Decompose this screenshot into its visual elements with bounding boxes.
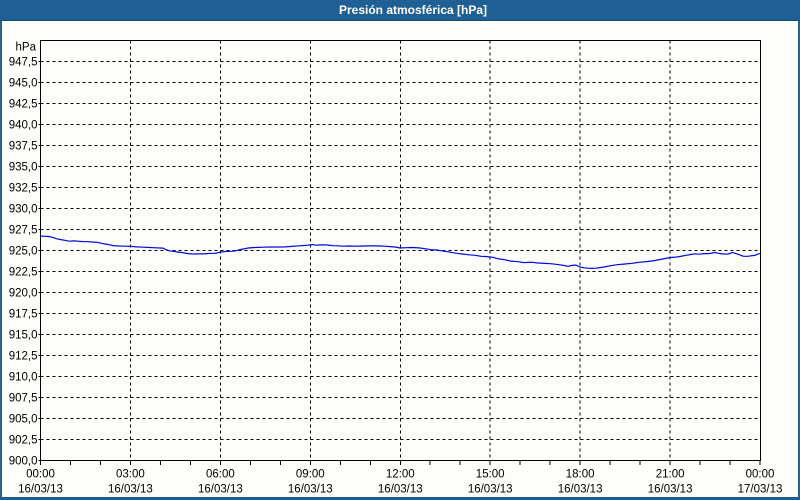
svg-text:03:00: 03:00 (116, 469, 145, 481)
svg-text:935,0: 935,0 (9, 162, 38, 174)
svg-text:937,5: 937,5 (9, 141, 38, 153)
svg-text:920,0: 920,0 (9, 288, 38, 300)
svg-text:16/03/13: 16/03/13 (558, 484, 603, 496)
svg-text:16/03/13: 16/03/13 (648, 484, 693, 496)
svg-text:927,5: 927,5 (9, 225, 38, 237)
svg-text:00:00: 00:00 (26, 469, 55, 481)
svg-text:06:00: 06:00 (206, 469, 235, 481)
svg-text:18:00: 18:00 (566, 469, 595, 481)
svg-text:902,5: 902,5 (9, 435, 38, 447)
svg-text:16/03/13: 16/03/13 (468, 484, 513, 496)
svg-text:942,5: 942,5 (9, 99, 38, 111)
svg-text:00:00: 00:00 (746, 469, 775, 481)
svg-text:947,5: 947,5 (9, 57, 38, 69)
svg-text:15:00: 15:00 (476, 469, 505, 481)
svg-text:16/03/13: 16/03/13 (198, 484, 243, 496)
svg-text:922,5: 922,5 (9, 267, 38, 279)
svg-text:932,5: 932,5 (9, 183, 38, 195)
svg-text:930,0: 930,0 (9, 204, 38, 216)
svg-text:09:00: 09:00 (296, 469, 325, 481)
svg-text:16/03/13: 16/03/13 (288, 484, 333, 496)
svg-text:907,5: 907,5 (9, 393, 38, 405)
svg-text:16/03/13: 16/03/13 (108, 484, 153, 496)
svg-text:16/03/13: 16/03/13 (378, 484, 423, 496)
svg-text:905,0: 905,0 (9, 414, 38, 426)
svg-text:912,5: 912,5 (9, 351, 38, 363)
svg-text:16/03/13: 16/03/13 (18, 484, 63, 496)
svg-text:940,0: 940,0 (9, 120, 38, 132)
svg-text:21:00: 21:00 (656, 469, 685, 481)
svg-text:12:00: 12:00 (386, 469, 415, 481)
svg-text:917,5: 917,5 (9, 309, 38, 321)
svg-text:900,0: 900,0 (9, 456, 38, 468)
svg-text:hPa: hPa (16, 42, 37, 54)
svg-text:910,0: 910,0 (9, 372, 38, 384)
svg-text:17/03/13: 17/03/13 (738, 484, 783, 496)
svg-text:945,0: 945,0 (9, 78, 38, 90)
svg-text:925,0: 925,0 (9, 246, 38, 258)
svg-text:915,0: 915,0 (9, 330, 38, 342)
